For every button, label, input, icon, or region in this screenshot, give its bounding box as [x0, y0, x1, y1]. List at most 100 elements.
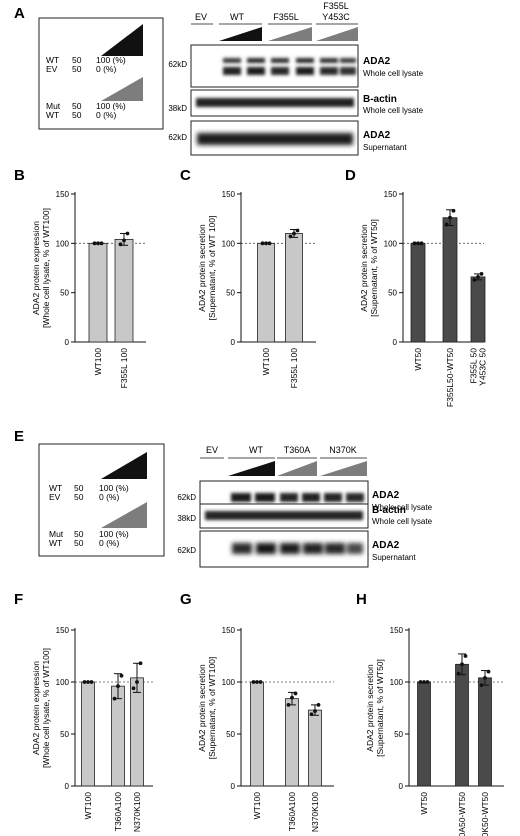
data-point [444, 222, 449, 227]
data-point [99, 241, 104, 246]
bar [285, 698, 299, 787]
data-point [295, 228, 300, 233]
bar [130, 677, 144, 787]
legend-value: 50 [72, 101, 82, 111]
y-tick-label: 0 [231, 782, 236, 791]
blot-name: B-actin [372, 505, 406, 516]
legend-value: 0 (%) [99, 492, 119, 502]
data-point [251, 680, 256, 684]
data-point [119, 673, 124, 678]
y-tick-label: 150 [390, 626, 404, 635]
data-point [267, 241, 272, 246]
data-point [425, 680, 430, 684]
legend-label: WT [46, 110, 59, 120]
y-axis-label: [Supernatant, % of WT 100] [207, 216, 217, 321]
legend-value: 100 (%) [99, 483, 129, 493]
wedge-black-a [101, 24, 143, 56]
x-tick-label: WT100 [252, 792, 262, 820]
data-point [138, 661, 143, 666]
chart-c: C 0 50 100 150 ADA2 protein secretion [Superna… [180, 167, 316, 388]
panel-letter-f: F [14, 591, 23, 608]
chart-b: B 0 50 100 150 ADA2 protein expression [Whole … [14, 167, 146, 388]
data-point [483, 675, 487, 680]
data-point [476, 274, 480, 279]
y-tick-label: 0 [231, 338, 236, 347]
bar [111, 685, 125, 787]
legend-label: EV [49, 492, 61, 502]
y-tick-label: 100 [56, 678, 70, 687]
x-tick-label: WT50 [419, 792, 429, 815]
x-tick-label: N370K100 [132, 792, 142, 832]
y-tick-label: 50 [394, 730, 403, 739]
blot-e-b-actin-lysate: 38kD B-actin Whole cell lysate [177, 503, 433, 529]
x-tick-label: Y453C 50 [478, 348, 488, 386]
y-axis-label: ADA2 protein secretion [197, 664, 207, 752]
data-point [286, 702, 291, 707]
blot-a-ada2-lysate: 62kD ADA2 Whole cell lysate [168, 44, 424, 88]
legend-value: 0 (%) [99, 538, 119, 548]
y-tick-label: 50 [60, 730, 69, 739]
data-point [89, 680, 94, 684]
y-tick-label: 50 [226, 730, 235, 739]
blot-fraction: Whole cell lysate [363, 106, 424, 115]
data-point [293, 691, 298, 696]
data-point [460, 662, 464, 667]
mw-marker: 62kD [177, 493, 196, 502]
wedge-wt-e [228, 461, 275, 476]
panel-letter-h: H [356, 591, 367, 608]
y-tick-label: 150 [56, 190, 70, 199]
y-tick-label: 0 [65, 338, 70, 347]
legend-value: 50 [72, 55, 82, 65]
data-point [112, 696, 117, 701]
blot-e-ada2-supernatant: 62kD ADA2 Supernatant [177, 530, 416, 568]
x-tick-label: WT100 [83, 792, 93, 820]
data-point [316, 702, 321, 707]
x-tick-label: T360A100 [113, 792, 123, 831]
bar [114, 238, 134, 343]
y-tick-label: 50 [226, 289, 235, 298]
mw-marker: 62kD [177, 546, 196, 555]
y-axis-label: [Whole cell lysate, % of WT100] [41, 648, 51, 768]
legend-value: 50 [72, 110, 82, 120]
legend-value: 50 [72, 64, 82, 74]
bar [88, 242, 108, 343]
data-point [92, 241, 97, 246]
data-point [309, 712, 314, 717]
data-point [264, 241, 268, 246]
blot-fraction: Whole cell lysate [363, 69, 424, 78]
lane-header-a: EV WT F355L F355L Y453C [191, 1, 358, 41]
lane-header-e: EV WT T360A N370K [200, 445, 367, 476]
y-tick-label: 100 [222, 239, 236, 248]
x-tick-label: F355L 100 [289, 348, 299, 389]
data-point [412, 241, 417, 246]
y-tick-label: 150 [222, 190, 236, 199]
data-point [125, 231, 130, 236]
y-axis-label: [Whole cell lysate, % of WT100] [41, 208, 51, 328]
wedge-grey-e [101, 502, 147, 528]
bar [417, 681, 431, 787]
y-axis-label: ADA2 protein expression [31, 661, 41, 755]
legend-value: 50 [74, 529, 84, 539]
bar [455, 663, 469, 787]
data-point [463, 654, 468, 658]
legend-label: EV [46, 64, 58, 74]
legend-value: 100 (%) [99, 529, 129, 539]
data-point [313, 709, 317, 714]
legend-value: 50 [74, 492, 84, 502]
legend-box-a: WT 50 100 (%) EV 50 0 (%) Mut 50 100 (%)… [38, 17, 164, 130]
y-axis-label: [Supernatant, % of WT50] [369, 219, 379, 317]
chart-f: F 0 50 100 150 ADA2 protein expression [Whole … [14, 591, 153, 832]
y-tick-label: 50 [60, 289, 69, 298]
legend-box-e: WT 50 100 (%) EV 50 0 (%) Mut 50 100 (%)… [38, 443, 165, 557]
blot-name: ADA2 [363, 56, 391, 67]
x-tick-label: F355L50-WT50 [445, 348, 455, 407]
legend-label: Mut [49, 529, 64, 539]
data-point [292, 231, 296, 236]
panel-letter-a: A [14, 5, 25, 22]
y-tick-label: 100 [390, 678, 404, 687]
blot-name: ADA2 [363, 130, 391, 141]
x-tick-label: T360A50-WT50 [457, 792, 467, 836]
y-axis-label: ADA2 protein secretion [359, 224, 369, 312]
data-point [255, 680, 259, 684]
